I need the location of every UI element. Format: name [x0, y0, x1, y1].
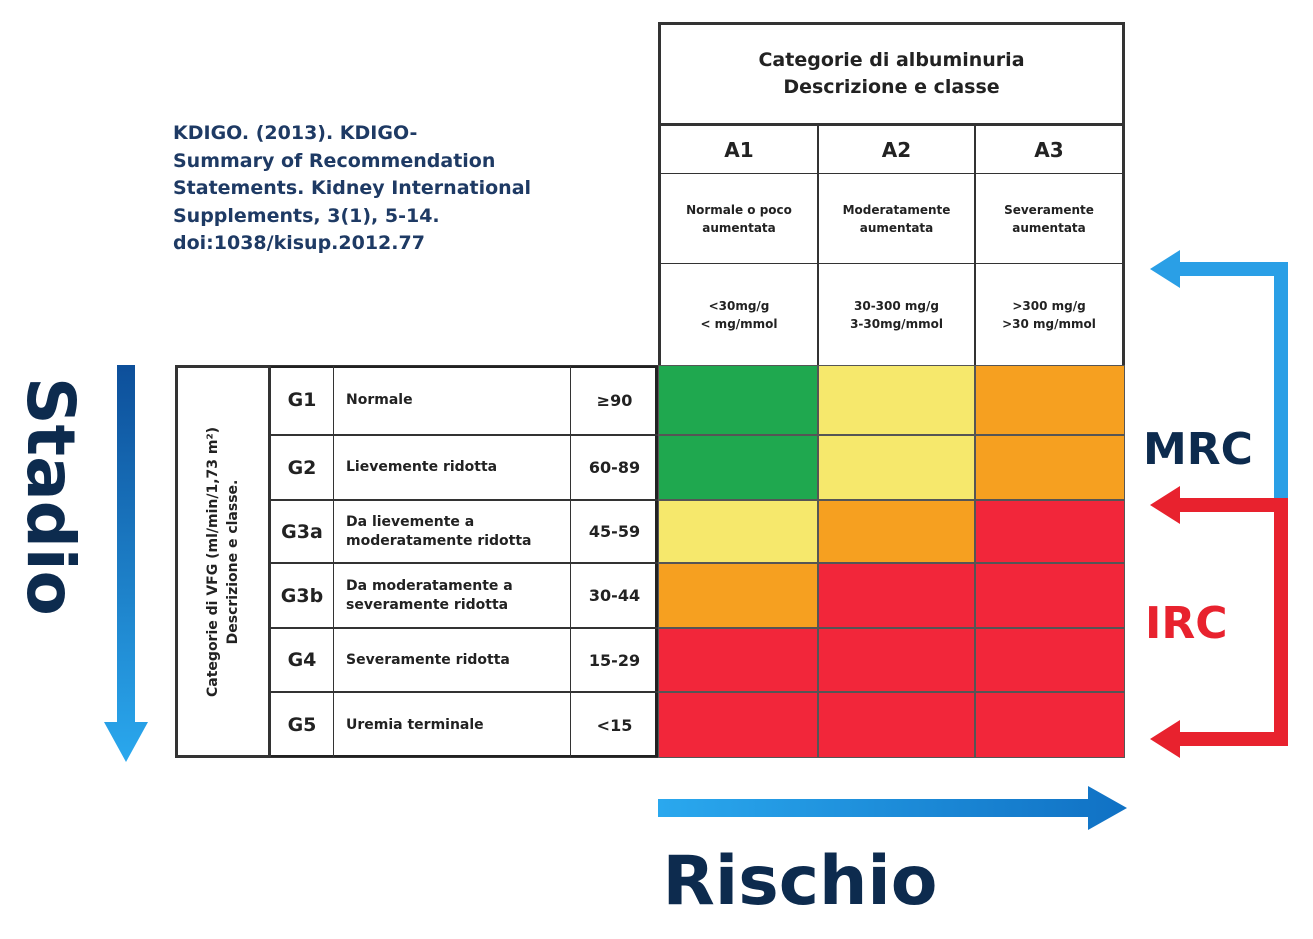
albuminuria-title: Categorie di albuminuria — [758, 49, 1025, 71]
albuminuria-description: Severamente aumentata — [975, 173, 1125, 264]
gfr-label-cell: Categorie di VFG (ml/min/1,73 m²) Descri… — [175, 365, 271, 758]
rischio-label: Rischio — [662, 842, 938, 921]
citation: KDIGO. (2013). KDIGO- Summary of Recomme… — [173, 120, 531, 258]
citation-line: doi:1038/kisup.2012.77 — [173, 232, 425, 254]
irc-label: IRC — [1145, 598, 1228, 649]
risk-cell-red — [658, 628, 818, 692]
risk-cell-orange — [975, 365, 1125, 435]
citation-line: Statements. Kidney International — [173, 177, 532, 199]
risk-cell-orange — [975, 435, 1125, 500]
desc-line: Normale o poco — [686, 202, 792, 217]
stadio-label: Stadio — [12, 377, 89, 616]
risk-cell-yellow — [818, 435, 975, 500]
risk-cell-red — [975, 563, 1125, 628]
citation-line: Summary of Recommendation — [173, 149, 496, 172]
gfr-description: Da moderatamente a severamente ridotta — [333, 563, 571, 628]
rischio-arrow-icon — [658, 786, 1127, 830]
mrc-bracket-icon — [1150, 250, 1288, 498]
risk-cell-orange — [658, 563, 818, 628]
range-line: 3-30mg/mmol — [850, 316, 943, 331]
risk-cell-orange — [818, 500, 975, 563]
risk-cell-yellow — [658, 500, 818, 563]
albuminuria-description: Moderatamente aumentata — [818, 173, 975, 264]
range-line: >300 mg/g — [1012, 298, 1086, 313]
irc-bracket-icon — [1150, 486, 1288, 758]
risk-cell-yellow — [818, 365, 975, 435]
risk-cell-red — [975, 692, 1125, 758]
desc-line: Moderatamente — [842, 202, 951, 217]
albuminuria-subtitle: Descrizione e classe — [783, 76, 1000, 98]
albuminuria-range: >300 mg/g >30 mg/mmol — [975, 263, 1125, 366]
albuminuria-header: Categorie di albuminuria Descrizione e c… — [658, 22, 1125, 126]
risk-cell-green — [658, 365, 818, 435]
desc-line: aumentata — [1012, 220, 1086, 235]
risk-cell-red — [658, 692, 818, 758]
risk-cell-red — [818, 692, 975, 758]
desc-line: Severamente — [1004, 202, 1094, 217]
stadio-arrow-icon — [104, 365, 148, 762]
citation-line: Supplements, 3(1), 5-14. — [173, 204, 440, 227]
citation-line: KDIGO. (2013). KDIGO- — [173, 122, 418, 144]
risk-cell-red — [975, 628, 1125, 692]
desc-line: aumentata — [859, 220, 934, 235]
risk-cell-red — [975, 500, 1125, 563]
range-line: 30-300 mg/g — [854, 298, 939, 313]
range-line: >30 mg/mmol — [1002, 316, 1096, 331]
gfr-description: Da lievemente a moderatamente ridotta — [333, 500, 571, 563]
mrc-label: MRC — [1143, 424, 1253, 475]
risk-cell-green — [658, 435, 818, 500]
risk-cell-red — [818, 628, 975, 692]
desc-line: aumentata — [702, 220, 776, 235]
range-line: <30mg/g — [708, 298, 770, 313]
risk-cell-red — [818, 563, 975, 628]
range-line: < mg/mmol — [700, 316, 778, 331]
